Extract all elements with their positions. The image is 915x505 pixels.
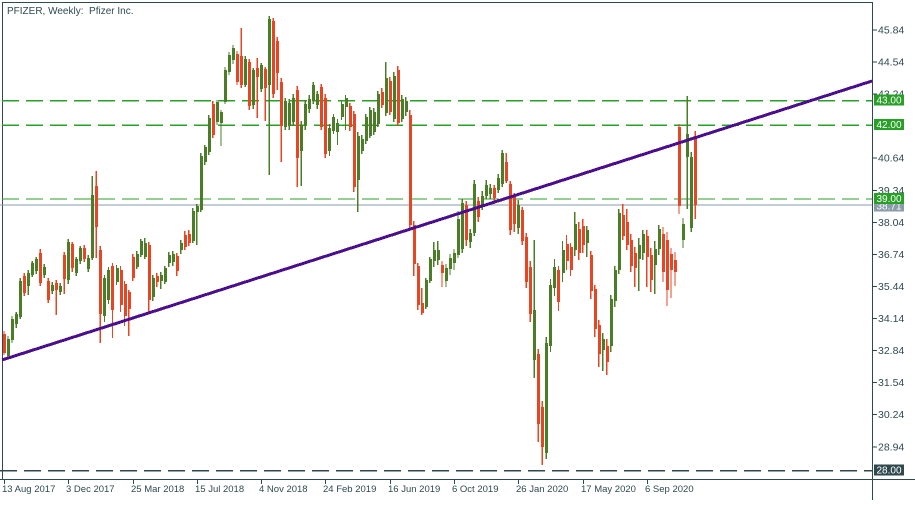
svg-text:43.00: 43.00 [876, 96, 901, 107]
svg-text:17 May 2020: 17 May 2020 [581, 484, 636, 495]
svg-text:38.04: 38.04 [878, 217, 904, 229]
svg-text:PFIZER, Weekly: Pfizer Inc.: PFIZER, Weekly: Pfizer Inc. [7, 6, 134, 17]
svg-text:28.94: 28.94 [878, 441, 904, 453]
svg-text:35.44: 35.44 [878, 281, 904, 293]
svg-text:32.84: 32.84 [878, 345, 904, 357]
svg-text:6 Oct 2019: 6 Oct 2019 [452, 484, 498, 495]
svg-text:31.54: 31.54 [878, 377, 904, 389]
svg-text:28.00: 28.00 [876, 466, 901, 477]
svg-text:13 Aug 2017: 13 Aug 2017 [2, 484, 55, 495]
svg-text:26 Jan 2020: 26 Jan 2020 [516, 484, 568, 495]
svg-text:30.24: 30.24 [878, 409, 904, 421]
svg-text:44.54: 44.54 [878, 57, 904, 69]
svg-text:4 Nov 2018: 4 Nov 2018 [259, 484, 308, 495]
svg-text:24 Feb 2019: 24 Feb 2019 [323, 484, 376, 495]
svg-text:3 Dec 2017: 3 Dec 2017 [66, 484, 115, 495]
svg-text:6 Sep 2020: 6 Sep 2020 [645, 484, 694, 495]
svg-text:38.71: 38.71 [876, 201, 901, 212]
svg-text:40.64: 40.64 [878, 153, 904, 165]
svg-text:25 Mar 2018: 25 Mar 2018 [131, 484, 184, 495]
svg-text:34.14: 34.14 [878, 313, 904, 325]
svg-text:39.00: 39.00 [876, 194, 901, 205]
svg-text:16 Jun 2019: 16 Jun 2019 [388, 484, 440, 495]
svg-text:42.00: 42.00 [876, 120, 901, 131]
svg-text:45.84: 45.84 [878, 24, 904, 36]
svg-text:15 Jul 2018: 15 Jul 2018 [195, 484, 244, 495]
svg-text:36.74: 36.74 [878, 249, 904, 261]
